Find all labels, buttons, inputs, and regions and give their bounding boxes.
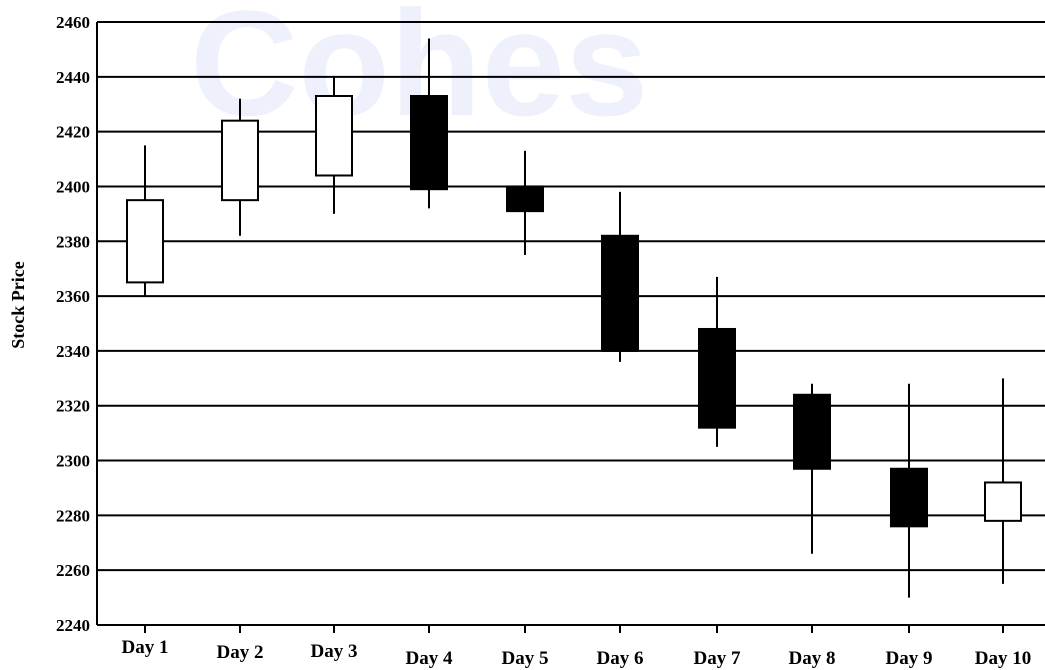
- y-axis-title: Stock Price: [8, 261, 28, 348]
- y-tick-label: 2440: [56, 68, 90, 87]
- y-tick-label: 2300: [56, 452, 90, 471]
- candle-body: [315, 95, 353, 177]
- x-tick-label: Day 9: [886, 648, 933, 669]
- y-tick-label: 2260: [56, 561, 90, 580]
- candle-body: [793, 393, 831, 470]
- x-tick-label: Day 2: [217, 642, 264, 663]
- y-tick-label: 2360: [56, 287, 90, 306]
- candle-body: [410, 95, 448, 191]
- x-tick-label: Day 7: [694, 648, 741, 669]
- labels: 2240 2260 2280 2300 2320 2340 2360 2380 2400 2420…: [56, 13, 1031, 669]
- candle-body: [506, 185, 544, 213]
- x-tick-label: Day 8: [789, 648, 836, 669]
- candle-body: [126, 199, 164, 284]
- y-tick-label: 2420: [56, 123, 90, 142]
- x-tick-label: Day 1: [122, 637, 169, 658]
- x-tick-label: Day 10: [975, 648, 1031, 669]
- y-tick-label: 2280: [56, 506, 90, 525]
- x-tick-label: Day 5: [502, 648, 549, 669]
- y-tick-label: 2320: [56, 397, 90, 416]
- y-tick-label: 2240: [56, 616, 90, 635]
- candle-body: [984, 481, 1022, 522]
- x-tick-label: Day 3: [311, 641, 358, 662]
- candle-body: [698, 327, 736, 429]
- candle-body: [601, 234, 639, 352]
- axes: [96, 22, 1045, 633]
- y-tick-label: 2380: [56, 232, 90, 251]
- y-tick-label: 2460: [56, 13, 90, 32]
- candles: [126, 38, 1022, 598]
- x-tick-label: Day 6: [597, 648, 644, 669]
- x-tick-label: Day 4: [406, 648, 453, 669]
- candle-body: [221, 119, 259, 202]
- y-tick-label: 2400: [56, 177, 90, 196]
- y-tick-label: 2340: [56, 342, 90, 361]
- candle-body: [890, 467, 928, 528]
